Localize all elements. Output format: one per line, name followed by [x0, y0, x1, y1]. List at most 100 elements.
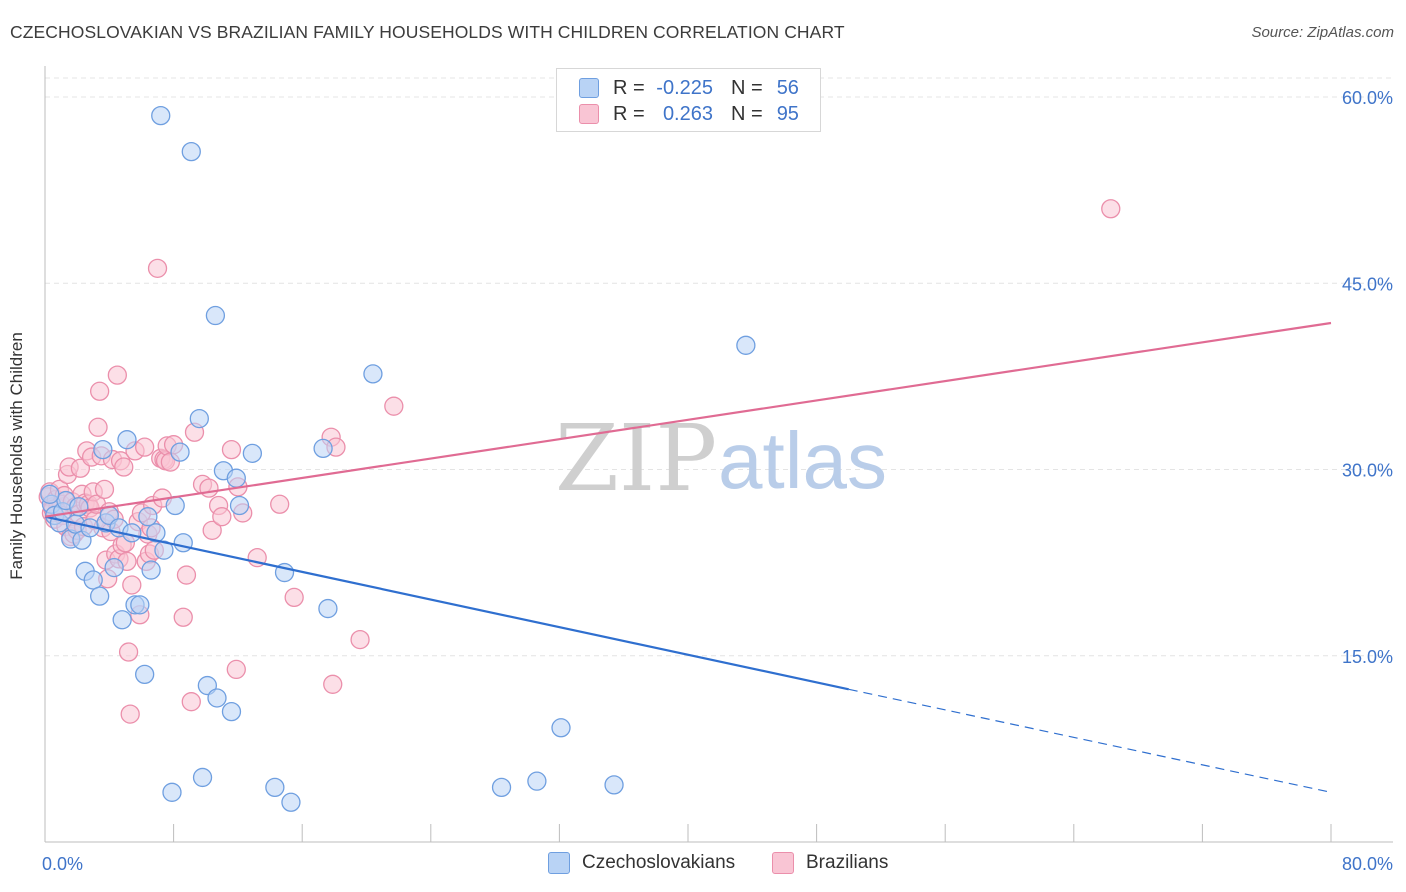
pink-swatch	[772, 852, 794, 874]
czechoslovakian-trend-extension	[848, 688, 1332, 793]
brazilian-point	[135, 437, 155, 457]
czechoslovakian-point	[135, 664, 155, 685]
czechoslovakian-point	[207, 688, 227, 708]
brazilian-point	[212, 507, 232, 527]
brazilian-point	[176, 565, 197, 585]
n-value: 95	[776, 102, 799, 125]
czechoslovakian-point	[205, 305, 226, 326]
czechoslovakian-point	[221, 701, 242, 722]
n-label: N =	[731, 76, 763, 99]
legend-label: Czechoslovakians	[582, 852, 736, 873]
czechoslovakian-point	[170, 442, 190, 462]
czechoslovakian-point	[242, 443, 263, 464]
brazilian-trend-line	[44, 321, 1332, 518]
czechoslovakian-point	[281, 792, 301, 812]
czechoslovakian-point	[604, 775, 624, 795]
brazilian-point	[221, 439, 242, 460]
brazilian-point	[173, 607, 193, 627]
czechoslovakian-trend-line	[44, 515, 849, 691]
czechoslovakian-point	[146, 523, 166, 543]
r-value: 0.263	[662, 102, 713, 125]
chart-title: CZECHOSLOVAKIAN VS BRAZILIAN FAMILY HOUS…	[10, 22, 845, 42]
x-tick-label: 0.0%	[42, 854, 83, 874]
r-label: R =	[613, 76, 645, 99]
brazilian-point	[350, 629, 370, 650]
brazilian-point	[94, 479, 115, 500]
brazilian-point	[122, 575, 142, 595]
legend-label: Brazilians	[806, 852, 889, 873]
czechoslovakian-point	[265, 777, 285, 798]
czechoslovakian-point	[90, 586, 110, 606]
brazilian-point	[199, 478, 219, 498]
legend-row-brazilians: R = 0.263 N = 95	[579, 102, 799, 126]
czechoslovakian-point	[363, 364, 383, 384]
source-credit: Source: ZipAtlas.com	[1251, 24, 1394, 41]
n-value: 56	[776, 76, 799, 99]
blue-swatch	[548, 852, 570, 874]
pink-swatch	[579, 104, 599, 124]
watermark-atlas: atlas	[718, 416, 887, 505]
czechoslovakian-point	[151, 105, 171, 126]
brazilian-point	[90, 381, 110, 401]
czechoslovakian-point	[527, 771, 547, 791]
brazilian-point	[284, 587, 304, 608]
brazilian-point	[120, 704, 140, 724]
czechoslovakian-point	[122, 523, 142, 543]
brazilian-point	[384, 396, 404, 416]
czechoslovakian-point	[93, 439, 113, 460]
y-tick-label: 15.0%	[1342, 647, 1393, 667]
brazilian-point	[323, 674, 343, 694]
brazilian-point	[118, 642, 139, 662]
y-tick-label: 30.0%	[1342, 461, 1393, 481]
axes	[44, 66, 1393, 843]
czechoslovakian-point	[318, 598, 338, 619]
czechoslovakian-point	[141, 560, 161, 580]
czechoslovakian-point	[117, 430, 137, 450]
czechoslovakian-point	[40, 484, 60, 504]
r-value: -0.225	[656, 76, 713, 99]
trend-lines	[44, 321, 1332, 793]
y-tick-label: 60.0%	[1342, 88, 1393, 108]
brazilian-point	[88, 417, 108, 437]
r-label: R =	[613, 102, 645, 125]
brazilian-point	[114, 457, 134, 477]
czechoslovakian-point	[165, 495, 185, 516]
czechoslovakian-point	[112, 610, 132, 630]
brazilian-point	[147, 258, 168, 279]
y-tick-label: 45.0%	[1342, 274, 1393, 294]
czechoslovakians-points	[40, 105, 756, 812]
czechoslovakian-point	[83, 570, 103, 590]
brazilian-point	[181, 692, 201, 712]
czechoslovakian-point	[313, 438, 333, 459]
brazilian-point	[1101, 199, 1121, 219]
czechoslovakian-point	[192, 767, 213, 788]
watermark-zip: ZIP	[555, 405, 717, 512]
y-tick-labels: 15.0% 30.0% 45.0% 60.0%	[1342, 88, 1393, 667]
brazilian-point	[226, 659, 246, 680]
czechoslovakian-point	[189, 408, 209, 429]
series-legend: Czechoslovakians Brazilians	[0, 852, 1406, 878]
czechoslovakian-point	[226, 468, 246, 488]
n-label: N =	[731, 102, 763, 125]
czechoslovakian-point	[138, 507, 158, 527]
czechoslovakian-point	[130, 595, 150, 615]
brazilian-point	[107, 365, 127, 385]
czechoslovakian-point	[104, 557, 124, 578]
blue-swatch	[579, 78, 599, 98]
czechoslovakian-point	[551, 718, 571, 738]
x-tick-labels: 0.0% 80.0%	[42, 854, 1393, 874]
watermark: ZIP atlas	[555, 405, 887, 512]
legend-item-czechoslovakians[interactable]: Czechoslovakians	[548, 852, 735, 874]
czechoslovakian-point	[229, 495, 250, 516]
czechoslovakian-point	[736, 335, 756, 355]
legend-item-brazilians[interactable]: Brazilians	[772, 852, 888, 874]
czechoslovakian-point	[173, 533, 193, 553]
brazilian-point	[270, 494, 290, 514]
czechoslovakian-point	[181, 141, 201, 162]
x-tick-label: 80.0%	[1342, 854, 1393, 874]
czechoslovakian-point	[162, 782, 182, 802]
legend-row-czechoslovakians: R = -0.225 N = 56	[579, 76, 799, 100]
grid-lines	[45, 77, 1393, 657]
brazilian-point	[202, 520, 222, 540]
